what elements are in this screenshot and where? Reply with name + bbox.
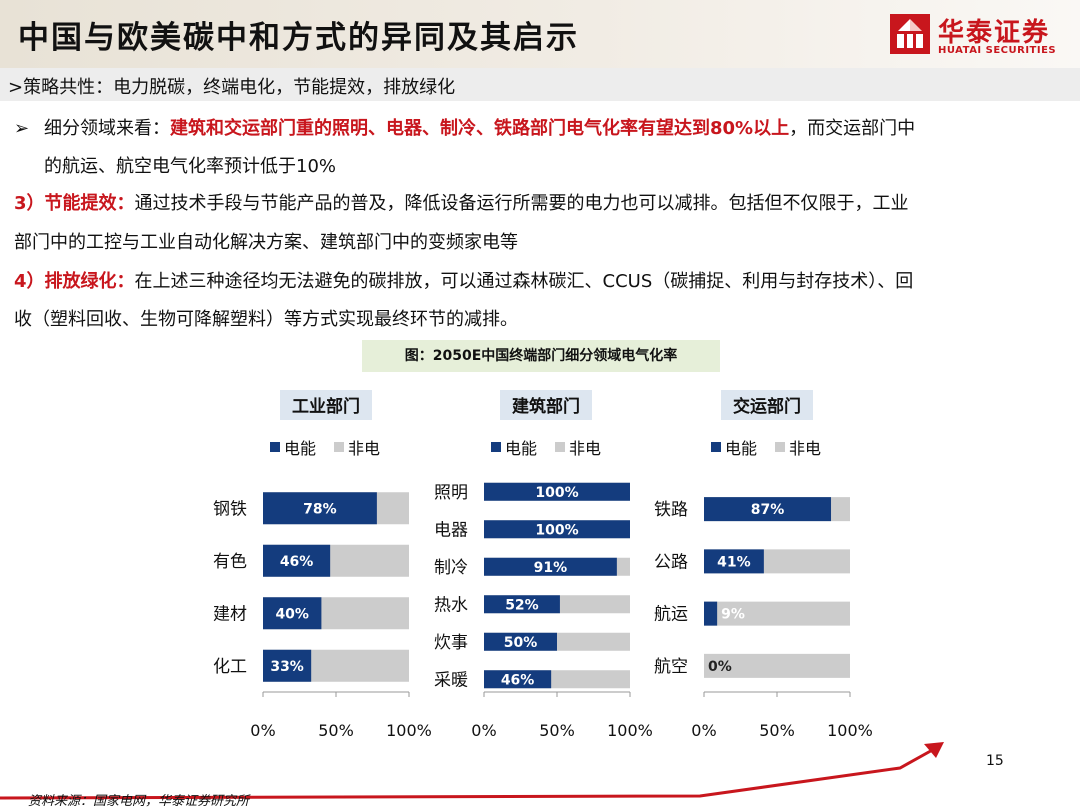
panel-2-legend-electric: 电能 [505,439,537,458]
panel-3-category-label: 航空 [654,657,688,677]
panel-2-legend-swatch-non-electric [555,442,565,452]
panel-1-bar-electric [263,649,312,682]
trend-arrow-icon [0,742,944,800]
panel-2-x-tick-label: 50% [539,721,575,740]
panel-1-legend-swatch-non-electric [334,442,344,452]
paragraph-3: 4）排放绿化：在上述三种途径均无法避免的碳排放，可以通过森林碳汇、CCUS（碳捕… [14,263,913,301]
p2-rest: 通过技术手段与节能产品的普及，降低设备运行所需要的电力也可以减排。包括但不仅限于… [134,193,909,214]
subtitle: >策略共性：电力脱碳，终端电化，节能提效，排放绿化 [8,77,456,98]
paragraph-2-line-2: 部门中的工控与工业自动化解决方案、建筑部门中的变频家电等 [14,232,518,253]
panel-3-legend-swatch-non-electric [775,442,785,452]
panel-2-bar-electric [484,520,630,539]
panel-3-x-tick-label: 0% [691,721,716,740]
panel-1-title-bg [280,390,372,420]
panel-2-title: 建筑部门 [512,396,580,417]
panel-3-x-tick-label: 100% [827,721,873,740]
panel-3-legend-swatch-electric [711,442,721,452]
panel-1-category-label: 化工 [213,657,247,677]
page-number: 15 [986,753,1004,769]
panel-2-x-tick-label: 0% [471,721,496,740]
panel-1-bar-electric [263,544,331,577]
panel-3-bar-electric [704,497,832,522]
panel-1-value-label: 33% [270,659,304,675]
paragraph-1-line-2: 的航运、航空电气化率预计低于10% [44,156,337,177]
logo-text-en: HUATAI SECURITIES [938,45,1057,56]
panel-2-category-label: 热水 [434,595,468,615]
panel-3-value-label: 9% [721,607,745,623]
panel-1-category-label: 建材 [213,604,247,624]
panel-1-value-label: 46% [280,554,314,570]
panel-1-legend-non-electric: 非电 [348,439,380,458]
panel-3-x-tick-label: 50% [759,721,795,740]
panel-3-value-label: 87% [751,502,785,518]
panel-2-category-label: 采暖 [434,670,468,690]
panel-3-bar-electric [704,549,764,574]
panel-3-bar-non-electric [704,653,850,678]
subtitle-bar: >策略共性：电力脱碳，终端电化，节能提效，排放绿化 [0,68,1080,101]
panel-1-category-label: 有色 [213,552,247,572]
panel-3-category-label: 铁路 [654,500,688,520]
panel-3-legend-electric: 电能 [725,439,757,458]
arrow-bullet-icon: ➢ [14,118,30,139]
header-bar: 中国与欧美碳中和方式的异同及其启示 华泰证券 HUATAI SECURITIES [0,0,1080,68]
panel-2-category-label: 照明 [434,483,468,503]
panel-3-bar-non-electric [704,601,850,626]
panel-1-value-label: 78% [303,501,337,517]
panel-1-category-label: 钢铁 [213,499,247,519]
p1-rest: ，而交运部门中 [789,118,916,139]
panel-1-legend-swatch-electric [270,442,280,452]
panel-1-legend-electric: 电能 [284,439,316,458]
paragraph-2: 3）节能提效：通过技术手段与节能产品的普及，降低设备运行所需要的电力也可以减排。… [14,185,909,223]
panel-2-value-label: 91% [534,560,568,576]
panel-2-value-label: 46% [501,672,535,688]
panel-3-bar-electric [704,601,718,626]
panel-3-legend-non-electric: 非电 [789,439,821,458]
panel-2-bar-electric [484,670,552,689]
page-title: 中国与欧美碳中和方式的异同及其启示 [18,20,579,56]
panel-1-value-label: 40% [275,606,309,622]
panel-3-value-label: 0% [708,659,732,675]
panel-2-value-label: 100% [535,485,578,501]
source-note: 资料来源：国家电网，华泰证券研究所 [28,794,250,809]
p3-rest: 在上述三种途径均无法避免的碳排放，可以通过森林碳汇、CCUS（碳捕捉、利用与封存… [134,271,914,292]
panel-2-legend-swatch-electric [491,442,501,452]
p1-lead: 细分领域来看： [44,118,170,139]
panel-2-value-label: 50% [504,635,538,651]
panel-2-title-bg [500,390,592,420]
panel-2-legend-non-electric: 非电 [569,439,601,458]
brand-logo: 华泰证券 HUATAI SECURITIES [890,14,1065,58]
panel-1-x-tick-label: 50% [318,721,354,740]
panel-3-category-label: 航运 [654,605,688,625]
panel-2-category-label: 电器 [434,520,468,540]
panel-2-x-tick-label: 100% [607,721,653,740]
panel-2-bar-electric [484,482,630,501]
panel-2-bar-electric [484,595,560,614]
panel-1-x-tick-label: 0% [250,721,275,740]
p3-highlight: 4）排放绿化： [14,271,135,292]
panel-2-value-label: 100% [535,522,578,538]
huatai-logo-icon [890,14,930,54]
logo-text-cn: 华泰证券 [938,18,1051,48]
panel-2-value-label: 52% [505,597,539,613]
panel-3-title-bg [721,390,813,420]
chart-caption: 图：2050E中国终端部门细分领域电气化率 [362,340,720,372]
p1-highlight: 建筑和交运部门重的照明、电器、制冷、铁路部门电气化率有望达到80%以上 [170,118,790,139]
panel-1-title: 工业部门 [292,396,360,417]
paragraph-3-line-2: 收（塑料回收、生物可降解塑料）等方式实现最终环节的减排。 [14,309,518,330]
panel-2-bar-electric [484,557,617,576]
panel-2-category-label: 制冷 [434,558,468,578]
panel-1-bar-electric [263,492,377,525]
panel-3-value-label: 41% [717,554,751,570]
panel-2-bar-electric [484,632,557,651]
panel-2-category-label: 炊事 [434,633,468,653]
paragraph-1: ➢ 细分领域来看：建筑和交运部门重的照明、电器、制冷、铁路部门电气化率有望达到80… [14,110,915,148]
panel-3-title: 交运部门 [733,396,801,417]
p2-highlight: 3）节能提效： [14,193,135,214]
panel-1-x-tick-label: 100% [386,721,432,740]
panel-1-bar-electric [263,597,322,630]
panel-3-category-label: 公路 [654,552,688,572]
